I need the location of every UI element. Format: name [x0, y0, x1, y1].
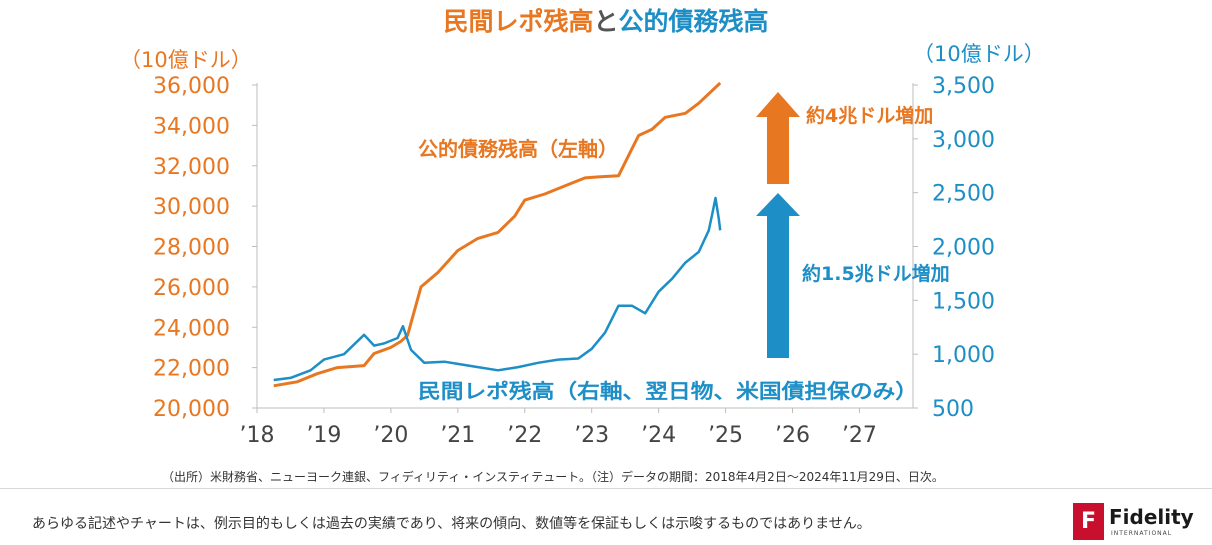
disclaimer-text: あらゆる記述やチャートは、例示目的もしくは過去の実績であり、将来の傾向、数値等を…	[32, 516, 871, 532]
x-tick-label: ’24	[641, 423, 676, 448]
right-tick-label: 1,500	[932, 289, 995, 314]
right-tick-label: 500	[932, 397, 974, 422]
x-tick-label: ’25	[708, 423, 743, 448]
x-tick-label: ’22	[507, 423, 542, 448]
series-label-public-debt: 公的債務残高（左軸）	[418, 137, 618, 161]
left-tick-label: 24,000	[153, 316, 230, 341]
left-tick-label: 26,000	[153, 276, 230, 301]
chart: 20,000 22,000 24,000 26,000 28,000 30,000 32,0…	[153, 74, 995, 448]
fidelity-logo: F Fidelity INTERNATIONAL	[1073, 503, 1194, 541]
right-tick-label: 1,000	[932, 343, 995, 368]
left-axis-unit: （10億ドル）	[120, 48, 252, 72]
x-tick-label: ’18	[240, 423, 275, 448]
chart-title-and: と	[593, 7, 619, 36]
left-tick-label: 30,000	[153, 195, 230, 220]
right-tick-label: 2,500	[932, 182, 995, 207]
source-note: （出所）米財務省、ニューヨーク連銀、フィディリティ・インスティテュート。（注）デ…	[162, 470, 944, 484]
fidelity-logo-mark: F	[1073, 503, 1104, 540]
annotation-repo-increase: 約1.5兆ドル増加	[802, 262, 950, 285]
fidelity-logo-sub: INTERNATIONAL	[1111, 530, 1173, 537]
right-tick-label: 3,500	[932, 74, 995, 99]
left-tick-label: 32,000	[153, 155, 230, 180]
series-label-repo: 民間レポ残高（右軸、翌日物、米国債担保のみ）	[418, 379, 918, 403]
annotation-debt-increase: 約4兆ドル増加	[806, 104, 933, 127]
series-line-repo	[273, 196, 722, 382]
series-line-public-debt	[273, 81, 722, 388]
left-tick-label: 34,000	[153, 114, 230, 139]
chart-title: 民間レポ残高と公的債務残高	[0, 2, 1212, 38]
fidelity-logo-name: Fidelity	[1109, 505, 1194, 529]
up-arrow-orange	[756, 92, 800, 184]
chart-title-repo: 民間レポ残高	[443, 7, 594, 36]
footer-divider	[0, 488, 1212, 489]
chart-title-debt: 公的債務残高	[618, 7, 769, 36]
left-tick-label: 22,000	[153, 357, 230, 382]
right-tick-label: 2,000	[932, 236, 995, 261]
x-tick-label: ’19	[306, 423, 341, 448]
right-axis-unit: （10億ドル）	[913, 42, 1045, 66]
x-tick-label: ’26	[775, 423, 810, 448]
up-arrow-blue	[756, 193, 800, 358]
x-tick-label: ’20	[373, 423, 408, 448]
left-tick-label: 28,000	[153, 236, 230, 261]
left-tick-label: 20,000	[153, 397, 230, 422]
x-tick-label: ’27	[842, 423, 877, 448]
right-tick-label: 3,000	[932, 128, 995, 153]
x-tick-label: ’21	[440, 423, 475, 448]
x-tick-label: ’23	[574, 423, 609, 448]
left-tick-label: 36,000	[153, 74, 230, 99]
